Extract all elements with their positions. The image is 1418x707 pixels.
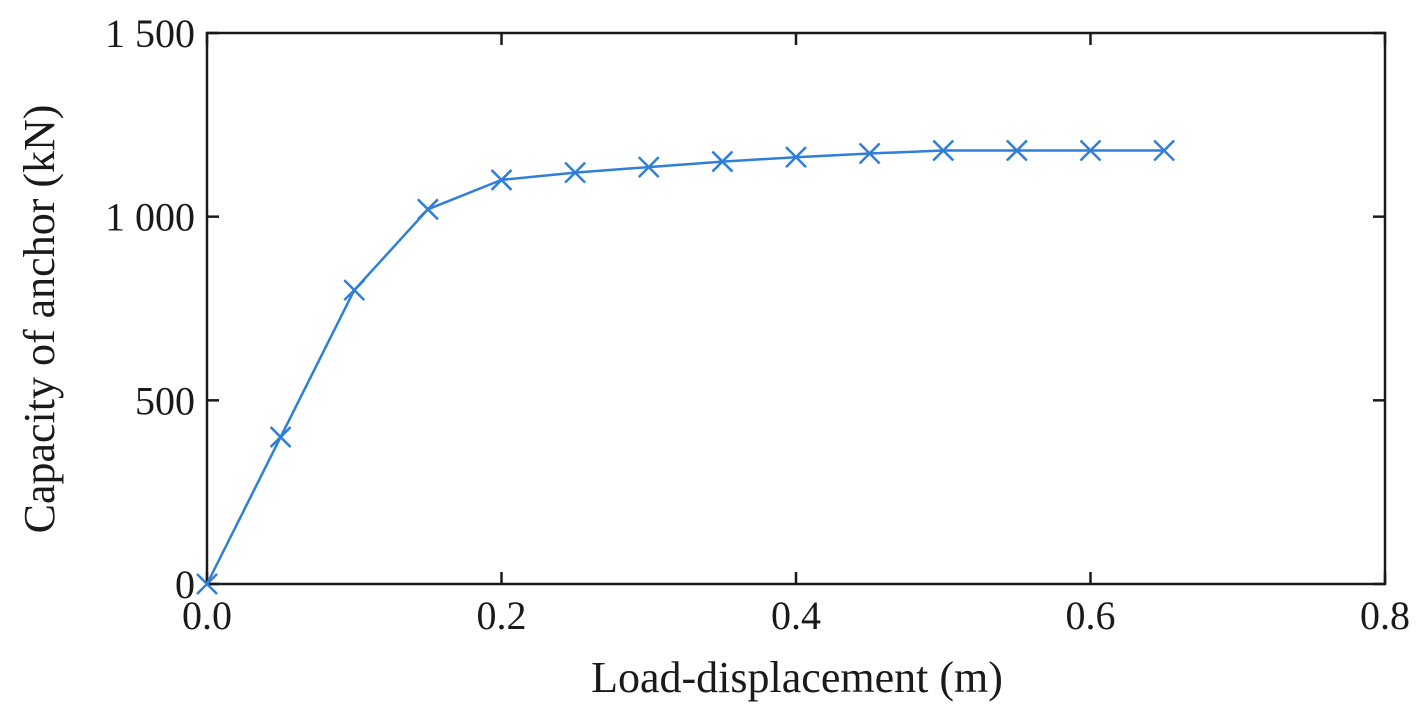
series-line [205,149,1165,585]
y-tick-label: 500 [135,378,195,423]
marker-stroke [343,279,366,302]
x-tick-label: 0.2 [477,593,527,638]
data-point-marker [416,198,439,221]
y-tick-label: 1 500 [105,11,195,56]
x-axis: 0.0 0.2 0.4 0.6 0.8 [182,33,1410,638]
marker-stroke [490,169,513,191]
marker-stroke [932,139,955,162]
marker-stroke [1153,139,1176,162]
data-point-marker [343,279,366,302]
data-point-marker [785,146,807,169]
marker-stroke [564,161,587,184]
x-tick-label: 0.6 [1066,593,1116,638]
x-tick-label: 0.8 [1360,593,1410,638]
marker-stroke [1079,139,1102,162]
marker-stroke [637,156,660,178]
data-point-marker [1079,139,1102,162]
data-point-marker [1005,139,1028,162]
x-axis-title: Load-displacement (m) [591,653,1003,702]
data-point-marker [1153,139,1176,162]
x-tick-label: 0.0 [182,593,232,638]
data-point-marker [269,426,292,448]
x-tick-label: 0.4 [771,593,821,638]
series-layer [196,139,1176,595]
data-point-marker [932,139,955,162]
y-tick-label: 1 000 [105,195,195,240]
marker-stroke [785,146,807,169]
data-point-marker [564,161,587,184]
marker-stroke [1005,139,1028,162]
marker-stroke [196,573,218,595]
marker-stroke [711,150,734,173]
data-point-marker [637,156,660,178]
data-point-marker [711,150,734,173]
y-axis-title: Capacity of anchor (kN) [15,105,64,534]
data-point-marker [196,573,218,595]
plot-area [205,31,1387,586]
plot-frame [205,31,1387,586]
data-point-marker [490,169,513,191]
marker-stroke [858,142,881,165]
y-tick-label: 0 [175,562,195,607]
data-point-marker [858,142,881,165]
marker-stroke [269,426,292,448]
y-axis: 0 500 1 000 1 500 [105,11,1385,607]
marker-stroke [416,198,439,221]
